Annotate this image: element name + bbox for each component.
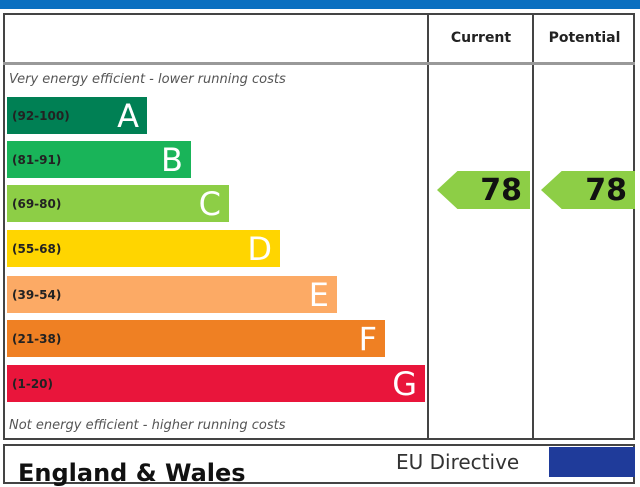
eu-flag-icon	[549, 447, 635, 477]
potential-rating-value: 78	[585, 172, 627, 208]
band-bar-g: (1-20) G	[7, 364, 425, 403]
band-range: (1-20)	[12, 376, 53, 391]
inefficient-note: Not energy efficient - higher running co…	[9, 418, 286, 433]
band-letter: A	[117, 96, 139, 135]
band-letter: F	[358, 319, 377, 358]
band-bar-f: (21-38) F	[7, 319, 385, 358]
band-letter: B	[161, 140, 183, 179]
band-range: (92-100)	[12, 108, 70, 123]
band-letter: D	[247, 229, 272, 268]
band-bar-c: (69-80) C	[7, 184, 229, 223]
current-rating-arrow: 78	[437, 171, 530, 209]
band-bar-a: (92-100) A	[7, 96, 147, 135]
column-divider	[532, 13, 534, 440]
band-range: (39-54)	[12, 287, 62, 302]
band-letter: E	[308, 275, 329, 314]
band-letter: C	[198, 184, 221, 223]
header-divider	[3, 62, 635, 65]
band-range: (55-68)	[12, 241, 62, 256]
eu-directive-label: EU Directive	[396, 450, 520, 474]
chart-frame	[3, 13, 635, 440]
band-range: (69-80)	[12, 196, 62, 211]
band-range: (21-38)	[12, 331, 62, 346]
current-rating-value: 78	[480, 172, 522, 208]
region-label: England & Wales	[18, 459, 246, 487]
potential-header: Potential	[548, 30, 621, 46]
band-range: (81-91)	[12, 152, 62, 167]
potential-rating-arrow: 78	[541, 171, 635, 209]
band-bar-e: (39-54) E	[7, 275, 337, 314]
column-divider	[427, 13, 429, 440]
efficient-note: Very energy efficient - lower running co…	[9, 72, 286, 87]
band-bar-d: (55-68) D	[7, 229, 280, 268]
current-header: Current	[450, 30, 512, 46]
band-bar-b: (81-91) B	[7, 140, 191, 179]
title-bar	[0, 0, 640, 9]
band-letter: G	[392, 364, 417, 403]
